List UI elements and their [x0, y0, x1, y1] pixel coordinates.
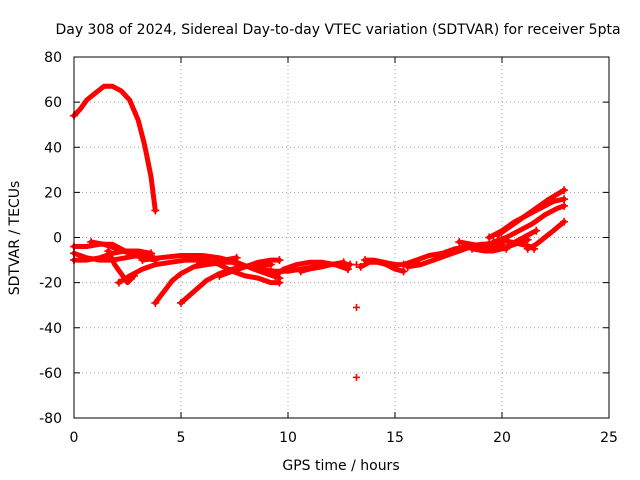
x-tick-label: 20 [493, 430, 511, 446]
y-tick-label: -60 [39, 366, 62, 382]
series-arc-x [490, 203, 567, 245]
y-tick-label: 0 [53, 231, 62, 247]
y-tick-label: 40 [44, 140, 62, 156]
y-tick-label: 60 [44, 95, 62, 111]
x-tick-labels: 0 5 10 15 20 25 [70, 430, 618, 446]
x-tick-label: 15 [386, 430, 404, 446]
grid-lines [74, 57, 609, 418]
x-tick-label: 0 [70, 430, 79, 446]
y-tick-label: -80 [39, 411, 62, 427]
series-arc-o [298, 259, 347, 274]
series-arc-l [217, 257, 282, 279]
x-tick-label: 10 [279, 430, 297, 446]
y-tick-label: -20 [39, 276, 62, 292]
y-axis-label: SDTVAR / TECUs [7, 181, 23, 296]
x-tick-label: 5 [177, 430, 186, 446]
y-tick-label: 80 [44, 50, 62, 66]
isolated-point [352, 373, 360, 381]
series-arc-f [116, 257, 205, 286]
x-tick-label: 25 [600, 430, 618, 446]
series-arc-k [195, 255, 240, 268]
chart-title: Day 308 of 2024, Sidereal Day-to-day VTE… [55, 22, 620, 38]
y-tick-label: 20 [44, 185, 62, 201]
isolated-point [352, 261, 360, 269]
isolated-point [352, 303, 360, 311]
y-tick-label: -40 [39, 321, 62, 337]
x-axis-label: GPS time / hours [282, 458, 399, 474]
series-arc-w [495, 187, 567, 238]
series-arc-c [71, 248, 154, 263]
axis-ticks [73, 56, 610, 419]
series-arc-tail [525, 219, 567, 252]
series-arc-e [105, 248, 137, 286]
data-traces [70, 83, 569, 381]
series-arc-high [71, 83, 158, 213]
y-tick-labels: -80 -60 -40 -20 0 20 40 60 80 [39, 50, 62, 427]
series-arc-i [140, 253, 282, 281]
series-arc-z [508, 228, 539, 247]
